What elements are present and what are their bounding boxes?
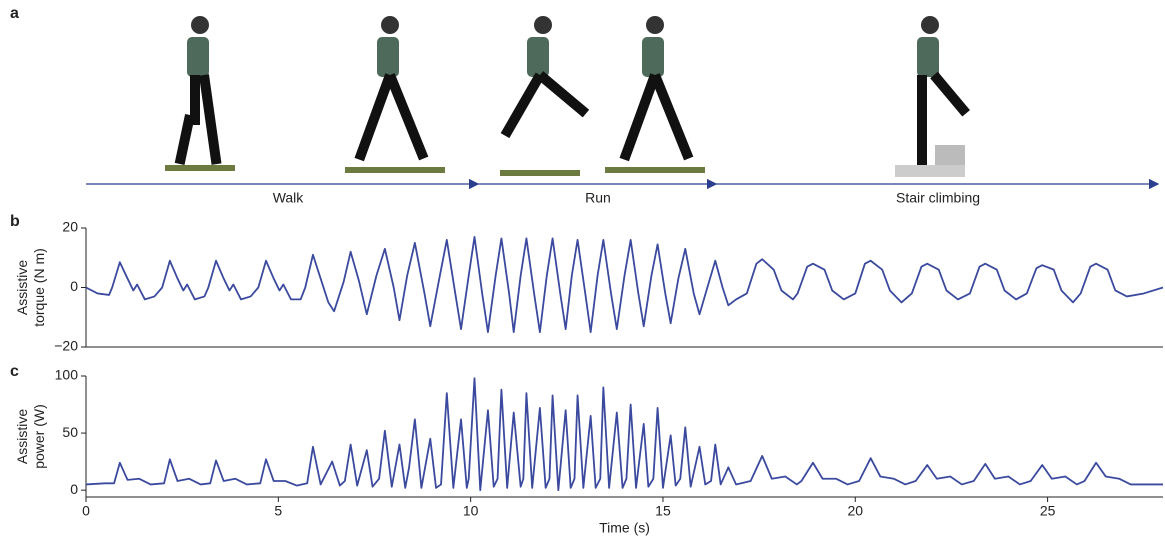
y-axis-label: Assistive [14,260,30,315]
y-tick-label: 50 [62,424,78,440]
y-tick-label: 100 [55,367,79,383]
y-axis-label: power (W) [31,404,47,469]
figure: a b c Walk Run Stair climbing 20 0 −20 Assi… [0,0,1165,540]
y-tick-label: 0 [70,278,78,294]
y-tick-label: 20 [62,219,78,235]
y-axis-label: torque (N m) [31,248,47,327]
phase-label: Stair climbing [896,190,980,206]
phase-label: Run [585,190,611,206]
x-tick-label: 0 [82,503,90,519]
x-tick-label: 25 [1040,503,1056,519]
y-tick-label: −20 [54,338,78,354]
x-tick-label: 20 [847,503,863,519]
panel-label: c [10,363,19,380]
panel-label: b [10,213,20,230]
phase-label: Walk [273,190,305,206]
data-line [86,378,1163,490]
x-tick-label: 5 [274,503,282,519]
panel-label: a [10,5,19,22]
x-tick-label: 10 [463,503,479,519]
x-tick-label: 15 [655,503,671,519]
x-axis-label: Time (s) [599,520,650,536]
data-line [86,237,1163,332]
photos [165,16,970,177]
y-axis-label: Assistive [14,409,30,464]
y-tick-label: 0 [70,481,78,497]
